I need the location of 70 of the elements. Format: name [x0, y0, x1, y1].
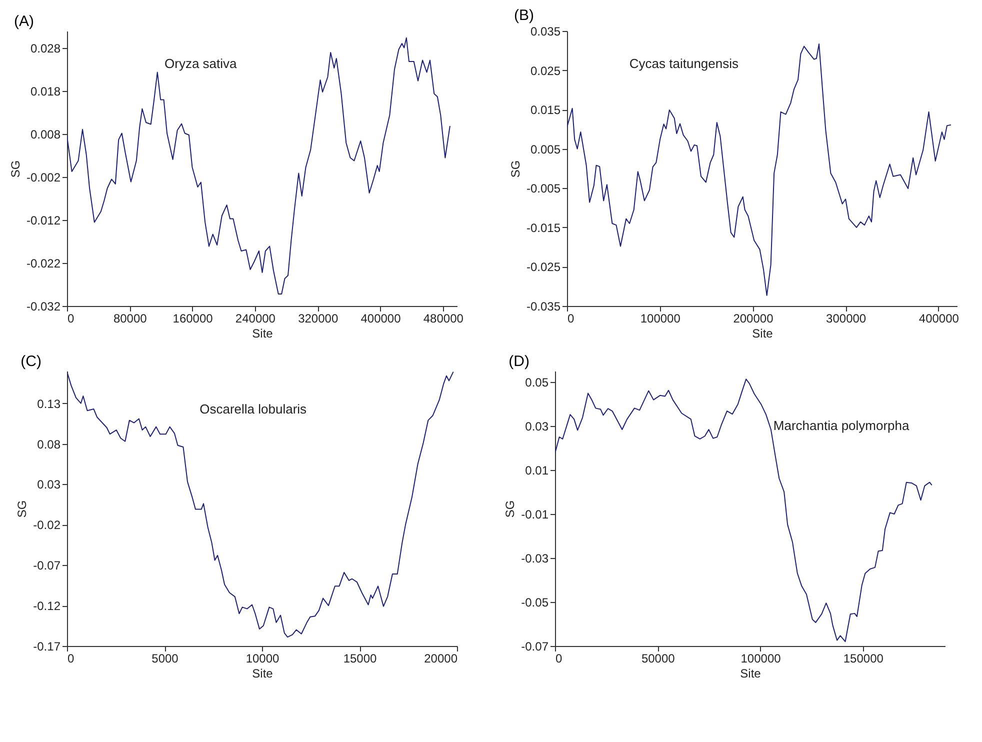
x-tick-label: 5000 [152, 652, 179, 666]
x-tick-label: 240000 [235, 312, 276, 326]
x-tick-label: 200000 [733, 312, 774, 326]
y-tick-label: -0.035 [526, 300, 561, 314]
y-tick-label: -0.12 [33, 599, 61, 614]
chart-title: (B) [514, 7, 534, 24]
x-axis-title: Site [252, 326, 274, 340]
y-axis-title: SG [15, 500, 30, 518]
annotation: Oryza sativa [164, 56, 238, 71]
x-tick-label: 480000 [423, 312, 464, 326]
y-tick-label: 0.03 [525, 420, 549, 434]
y-tick-label: -0.002 [26, 170, 61, 185]
x-tick-label: 320000 [298, 312, 338, 326]
y-tick-label: -0.032 [26, 300, 61, 314]
x-tick-label: 50000 [641, 652, 676, 666]
y-tick-label: 0.01 [525, 464, 549, 478]
x-axis-title: Site [740, 666, 762, 680]
y-axis-title: SG [508, 160, 522, 178]
y-tick-label: 0.008 [30, 128, 61, 142]
y-tick-label: -0.05 [521, 596, 549, 610]
x-axis-title: Site [252, 666, 274, 680]
y-tick-label: -0.022 [26, 256, 61, 271]
y-tick-label: -0.02 [33, 518, 61, 532]
y-tick-label: -0.01 [521, 508, 549, 522]
x-tick-label: 150000 [843, 652, 884, 666]
y-axis-title: SG [503, 500, 518, 518]
x-tick-label: 80000 [113, 312, 148, 326]
chart-title: (A) [14, 13, 34, 30]
x-tick-label: 20000 [424, 652, 458, 666]
x-tick-label: 400000 [360, 312, 402, 326]
y-tick-label: -0.012 [26, 214, 61, 228]
y-tick-label: -0.07 [521, 640, 549, 654]
x-tick-label: 400000 [918, 312, 960, 326]
y-tick-label: 0.13 [37, 396, 61, 411]
chart-title: (D) [508, 353, 530, 370]
annotation: Cycas taitungensis [629, 56, 740, 71]
y-tick-label: 0.03 [37, 478, 61, 492]
y-tick-label: -0.07 [33, 558, 61, 573]
x-tick-label: 0 [556, 652, 562, 666]
y-tick-label: -0.005 [526, 182, 561, 196]
x-tick-label: 0 [568, 312, 574, 326]
x-tick-label: 100000 [640, 312, 681, 326]
x-tick-label: 0 [68, 312, 74, 326]
y-tick-label: 0.025 [530, 64, 561, 78]
x-tick-label: 300000 [826, 312, 866, 326]
y-tick-label: 0.005 [530, 142, 561, 156]
y-tick-label: -0.03 [521, 552, 549, 566]
x-tick-label: 100000 [740, 652, 782, 666]
y-tick-label: 0.035 [530, 24, 561, 38]
y-tick-label: -0.17 [33, 640, 61, 654]
x-tick-label: 10000 [246, 652, 280, 666]
annotation: Oscarella lobularis [200, 402, 308, 416]
line-series [555, 378, 932, 642]
annotation: Marchantia polymorpha [773, 418, 910, 433]
chart-title: (C) [20, 353, 42, 370]
y-tick-label: 0.05 [525, 376, 549, 390]
x-tick-label: 0 [68, 652, 74, 666]
line-series [67, 371, 454, 638]
y-tick-label: -0.025 [526, 260, 561, 274]
y-tick-label: 0.08 [37, 437, 61, 452]
x-tick-label: 160000 [172, 312, 214, 326]
y-tick-label: 0.028 [30, 42, 61, 56]
x-tick-label: 15000 [343, 652, 378, 666]
line-series [567, 43, 952, 296]
y-axis-title: SG [8, 160, 22, 178]
x-axis-title: Site [752, 326, 774, 340]
line-series [67, 37, 450, 294]
y-tick-label: 0.018 [30, 84, 61, 99]
y-tick-label: 0.015 [530, 103, 561, 118]
y-tick-label: -0.015 [526, 220, 561, 235]
